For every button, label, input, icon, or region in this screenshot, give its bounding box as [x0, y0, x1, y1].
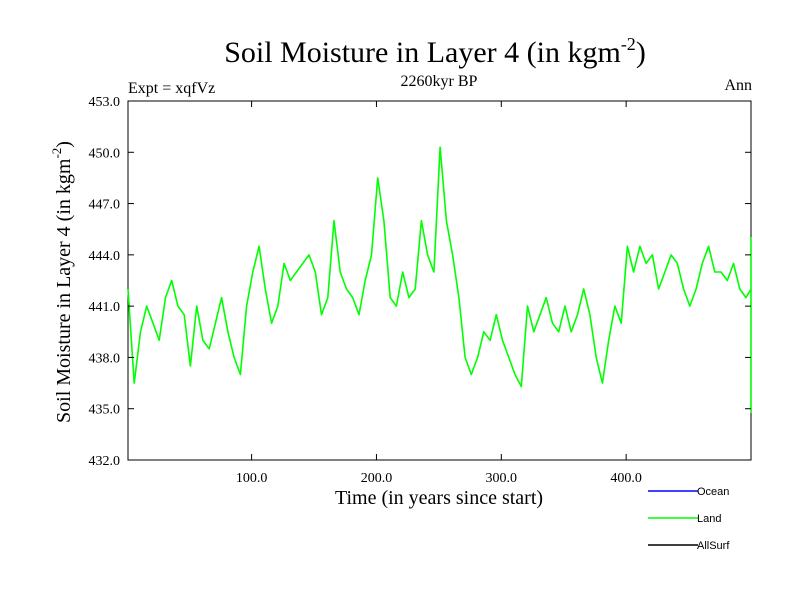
y-axis-ticks: 432.0 435.0 438.0 441.0 444.0 447.0 450.0 453.0 — [89, 95, 751, 469]
legend-label-allsurf: AllSurf — [697, 540, 730, 552]
chart-title-close: ) — [636, 36, 646, 69]
chart-title: Soil Moisture in Layer 4 (in kgm-2) — [224, 34, 646, 69]
chart-title-main: Soil Moisture in Layer 4 (in kgm — [224, 36, 621, 69]
x-tick-label: 300.0 — [486, 471, 518, 486]
y-tick-label: 435.0 — [89, 403, 121, 418]
y-axis-label: Soil Moisture in Layer 4 (in kgm-2) — [49, 141, 75, 423]
y-tick-label: 447.0 — [89, 198, 121, 213]
y-axis-label-superscript: -2 — [49, 148, 64, 159]
y-tick-label: 453.0 — [89, 95, 121, 110]
y-tick-label: 441.0 — [89, 300, 121, 315]
series-line-land — [127, 146, 752, 413]
subtitle-center: 2260kyr BP — [401, 73, 478, 90]
x-axis-label: Time (in years since start) — [335, 487, 543, 509]
y-tick-label: 432.0 — [89, 454, 121, 469]
x-axis-ticks: 100.0 200.0 300.0 400.0 — [236, 101, 642, 486]
x-tick-label: 100.0 — [236, 471, 268, 486]
y-tick-label: 438.0 — [89, 351, 121, 366]
y-tick-label: 450.0 — [89, 146, 121, 161]
y-tick-label: 444.0 — [89, 249, 121, 264]
y-axis-label-close: ) — [53, 141, 75, 148]
legend-label-ocean: Ocean — [697, 486, 729, 498]
y-axis-label-main: Soil Moisture in Layer 4 (in kgm — [53, 158, 75, 423]
x-tick-label: 400.0 — [610, 471, 642, 486]
subtitle-right: Ann — [724, 77, 752, 94]
subtitle-left: Expt = xqfVz — [128, 80, 215, 97]
legend: Ocean Land AllSurf — [648, 486, 730, 552]
x-tick-label: 200.0 — [361, 471, 393, 486]
legend-label-land: Land — [697, 513, 721, 525]
chart-title-superscript: -2 — [621, 34, 636, 54]
